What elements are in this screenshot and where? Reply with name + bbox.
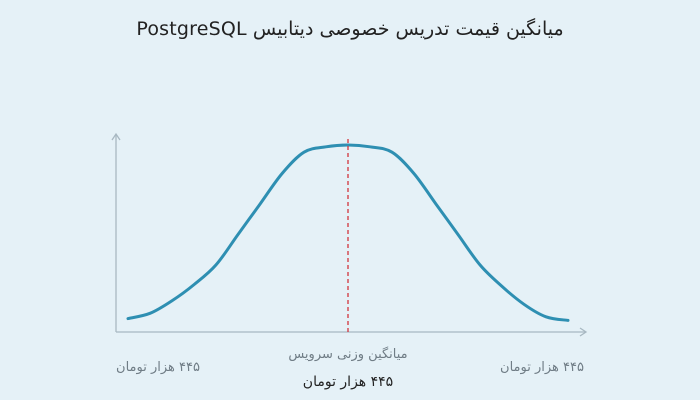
average-label: میانگین وزنی سرویس [288, 346, 407, 362]
chart-title: میانگین قیمت تدریس خصوصی دیتابیس Postgre… [136, 18, 564, 40]
average-value-label: ۴۴۵ هزار تومان [303, 374, 393, 390]
bell-curve-line [126, 143, 570, 322]
curve-layer [126, 143, 570, 322]
label-layer: میانگین وزنی سرویس ۴۴۵ هزار تومان ۴۴۵ هزار… [116, 346, 584, 390]
min-price-label: ۴۴۵ هزار تومان [116, 360, 200, 375]
axes [111, 132, 588, 337]
y-axis-arrow [111, 132, 121, 141]
max-price-label: ۴۴۵ هزار تومان [500, 360, 584, 375]
x-axis-arrow [579, 327, 588, 337]
